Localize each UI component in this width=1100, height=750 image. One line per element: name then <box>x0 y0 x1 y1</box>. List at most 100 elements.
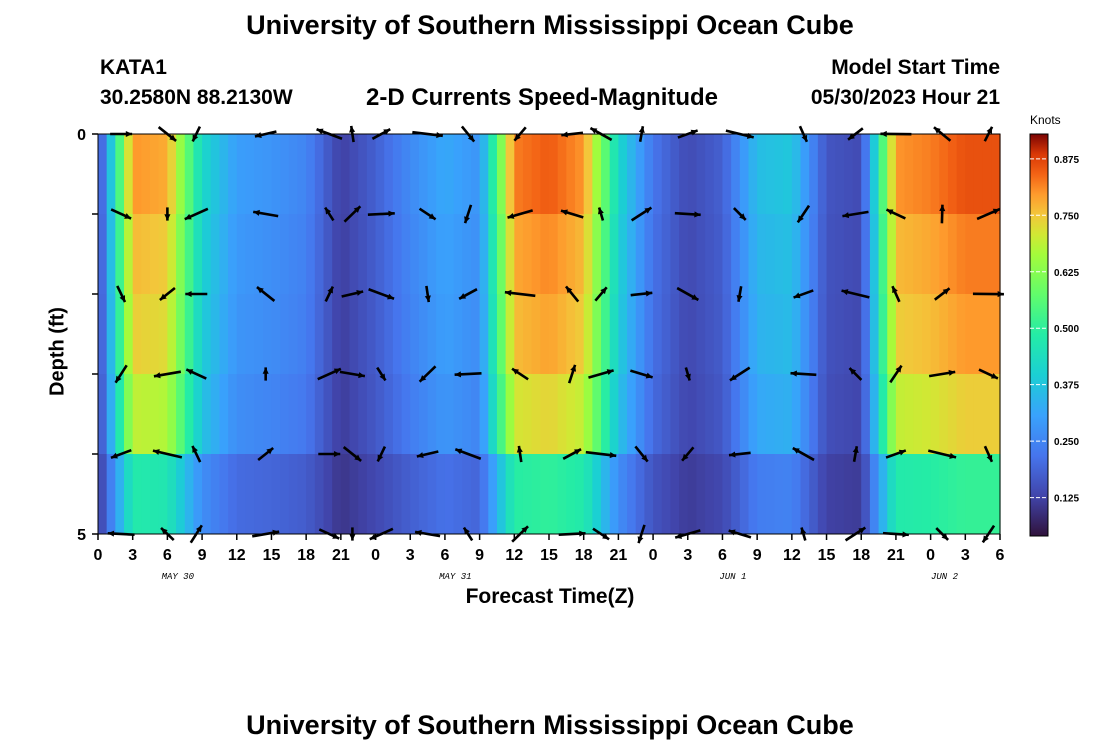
heat-cell <box>210 454 221 534</box>
heat-cell <box>176 214 186 294</box>
x-tick-label: 9 <box>198 547 207 564</box>
heat-cell <box>947 454 958 534</box>
heat-cell <box>470 454 481 534</box>
heat-cell <box>930 294 940 374</box>
heat-cell <box>592 454 602 534</box>
heat-cell <box>635 134 645 214</box>
heat-cell <box>869 134 880 214</box>
heat-cell <box>280 294 290 374</box>
heat-cell <box>800 454 810 534</box>
current-arrow-head <box>184 213 192 220</box>
heat-cell <box>869 294 880 374</box>
heat-cell <box>462 374 472 454</box>
current-arrow <box>939 204 946 224</box>
heat-cell <box>635 214 645 294</box>
heat-cell <box>878 294 888 374</box>
heat-cell <box>436 214 446 294</box>
heat-cell <box>861 294 871 374</box>
heat-cell <box>479 454 489 534</box>
heat-cell <box>202 214 212 294</box>
current-arrow-head <box>327 286 333 294</box>
heat-cell <box>817 134 828 214</box>
heat-cell <box>366 214 377 294</box>
heat-cell <box>956 214 966 294</box>
heat-cell <box>687 374 698 454</box>
heat-cell <box>158 214 168 294</box>
heat-cell <box>106 214 116 294</box>
heat-cell <box>696 214 706 294</box>
heat-cell <box>245 294 255 374</box>
heat-cell <box>817 214 828 294</box>
heat-cell <box>514 214 524 294</box>
heat-cell <box>618 454 628 534</box>
heat-cell <box>340 294 351 374</box>
current-arrow <box>324 206 335 222</box>
heat-cell <box>739 294 750 374</box>
heat-cell <box>722 134 732 214</box>
current-arrow-head <box>684 373 691 381</box>
current-arrow-head <box>516 445 523 453</box>
heat-cell <box>340 214 351 294</box>
heat-cell <box>939 454 949 534</box>
heat-cell <box>306 454 316 534</box>
heat-cell <box>895 134 906 214</box>
heat-cell <box>783 294 793 374</box>
heat-cell <box>722 294 732 374</box>
x-tick-label: 0 <box>649 547 658 564</box>
heat-cell <box>783 454 793 534</box>
heat-cell <box>670 294 680 374</box>
heat-cell <box>132 214 142 294</box>
heat-cell <box>375 454 385 534</box>
heat-cell <box>696 134 706 214</box>
heat-cell <box>522 134 533 214</box>
heat-cell <box>826 134 836 214</box>
heat-cell <box>549 374 559 454</box>
heat-cell <box>496 294 507 374</box>
current-arrow-head <box>256 287 264 294</box>
heat-cell <box>991 374 1001 454</box>
heat-cell <box>228 374 238 454</box>
heat-cell <box>835 214 845 294</box>
heat-cell <box>332 454 342 534</box>
heat-cell <box>184 294 194 374</box>
heat-cell <box>418 294 429 374</box>
heat-cell <box>210 134 221 214</box>
heat-cell <box>314 374 325 454</box>
current-arrow <box>185 290 208 298</box>
date-label: JUN 2 <box>931 572 959 582</box>
heat-cell <box>592 134 602 214</box>
heat-cell <box>904 374 914 454</box>
heat-cell <box>358 134 368 214</box>
current-arrow <box>343 205 362 223</box>
heat-cell <box>939 374 949 454</box>
heat-cell <box>531 214 541 294</box>
heat-cell <box>132 374 142 454</box>
current-arrow-head <box>316 128 324 135</box>
heat-cell <box>410 134 420 214</box>
heat-cell <box>202 374 212 454</box>
heat-cell <box>731 294 741 374</box>
heat-cell <box>184 454 194 534</box>
current-arrow-head <box>793 292 801 299</box>
heat-cell <box>713 134 724 214</box>
current-arrow <box>110 448 132 460</box>
current-arrow <box>560 209 584 219</box>
current-arrow <box>511 367 529 381</box>
heat-cell <box>982 374 992 454</box>
heat-cell <box>540 454 550 534</box>
heat-cell <box>765 374 776 454</box>
current-arrow <box>885 449 907 459</box>
heat-cell <box>115 294 125 374</box>
heat-cell <box>878 374 888 454</box>
heat-cell <box>991 454 1001 534</box>
current-arrow-head <box>992 208 1000 215</box>
heat-cell <box>427 374 437 454</box>
heat-cell <box>349 214 359 294</box>
current-arrow <box>376 445 387 463</box>
current-arrow <box>927 449 957 459</box>
current-arrow <box>516 445 523 463</box>
heat-cell <box>809 454 819 534</box>
heat-cell <box>566 134 576 214</box>
heat-cell <box>965 214 975 294</box>
heat-cell <box>167 294 177 374</box>
